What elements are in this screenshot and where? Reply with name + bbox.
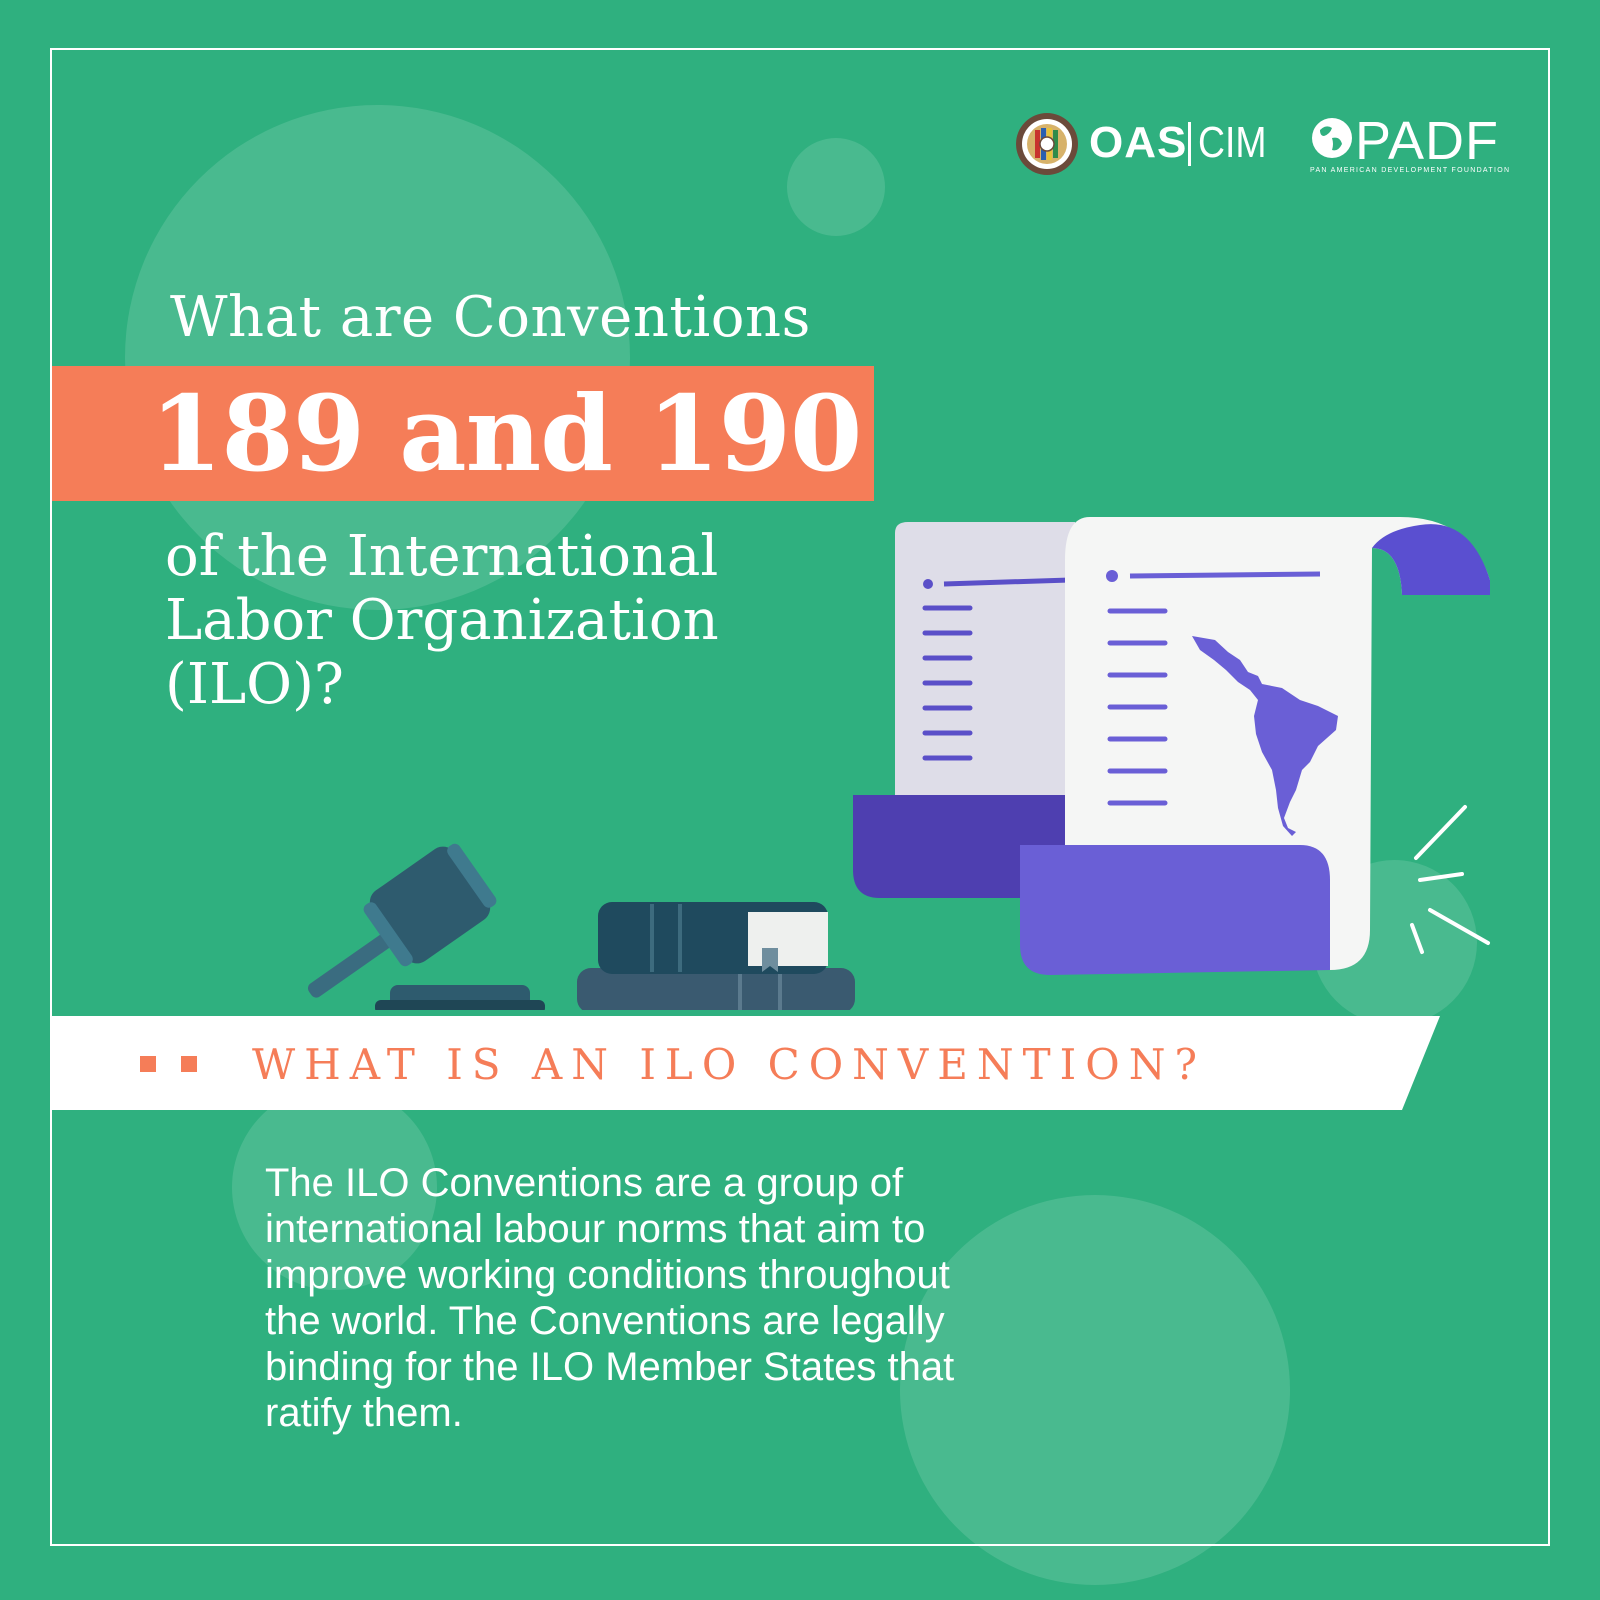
oas-logo-text: OAS bbox=[1089, 118, 1188, 167]
decor-circle bbox=[900, 1195, 1290, 1585]
padf-logo-text: PADF bbox=[1355, 111, 1500, 171]
body-paragraph: The ILO Conventions are a group of inter… bbox=[265, 1160, 1065, 1436]
body-line: The ILO Conventions are a group of bbox=[265, 1161, 904, 1205]
illustration bbox=[307, 517, 1490, 1010]
headline-rest: of the International Labor Organization … bbox=[165, 525, 719, 717]
decor-circle bbox=[232, 1085, 437, 1290]
section-band bbox=[52, 1016, 1440, 1110]
decor-circle bbox=[787, 138, 885, 236]
headline-line-4: Labor Organization bbox=[165, 588, 719, 653]
headline-line-3: of the International bbox=[165, 524, 719, 589]
bullet-square bbox=[181, 1056, 197, 1072]
back-document-icon bbox=[853, 522, 1075, 898]
decor-circle bbox=[125, 105, 630, 610]
headline-line-5: (ILO)? bbox=[165, 652, 344, 717]
cim-logo-text: CIM bbox=[1198, 118, 1267, 167]
body-line: binding for the ILO Member States that bbox=[265, 1345, 955, 1389]
headline-highlight-band bbox=[52, 366, 874, 501]
body-line: international labour norms that aim to bbox=[265, 1207, 926, 1251]
logo-divider bbox=[1188, 122, 1191, 166]
scroll-document-icon bbox=[1020, 517, 1490, 975]
padf-logo-subtitle: PAN AMERICAN DEVELOPMENT FOUNDATION bbox=[1310, 167, 1511, 174]
gavel-icon bbox=[307, 843, 545, 1010]
body-line: improve working conditions throughout bbox=[265, 1253, 950, 1297]
body-line: ratify them. bbox=[265, 1391, 463, 1435]
books-icon bbox=[577, 902, 855, 1010]
globe-icon bbox=[1312, 118, 1352, 158]
latin-america-map-icon bbox=[1192, 636, 1338, 836]
headline-line-1: What are Conventions bbox=[170, 285, 811, 350]
sparkle-icon bbox=[1410, 805, 1490, 954]
headline-numbers: 189 and 190 bbox=[150, 372, 862, 495]
body-line: the world. The Conventions are legally bbox=[265, 1299, 945, 1343]
oas-seal-icon bbox=[1016, 113, 1078, 175]
bullet-square bbox=[140, 1056, 156, 1072]
section-title: WHAT IS AN ILO CONVENTION? bbox=[252, 1040, 1206, 1089]
